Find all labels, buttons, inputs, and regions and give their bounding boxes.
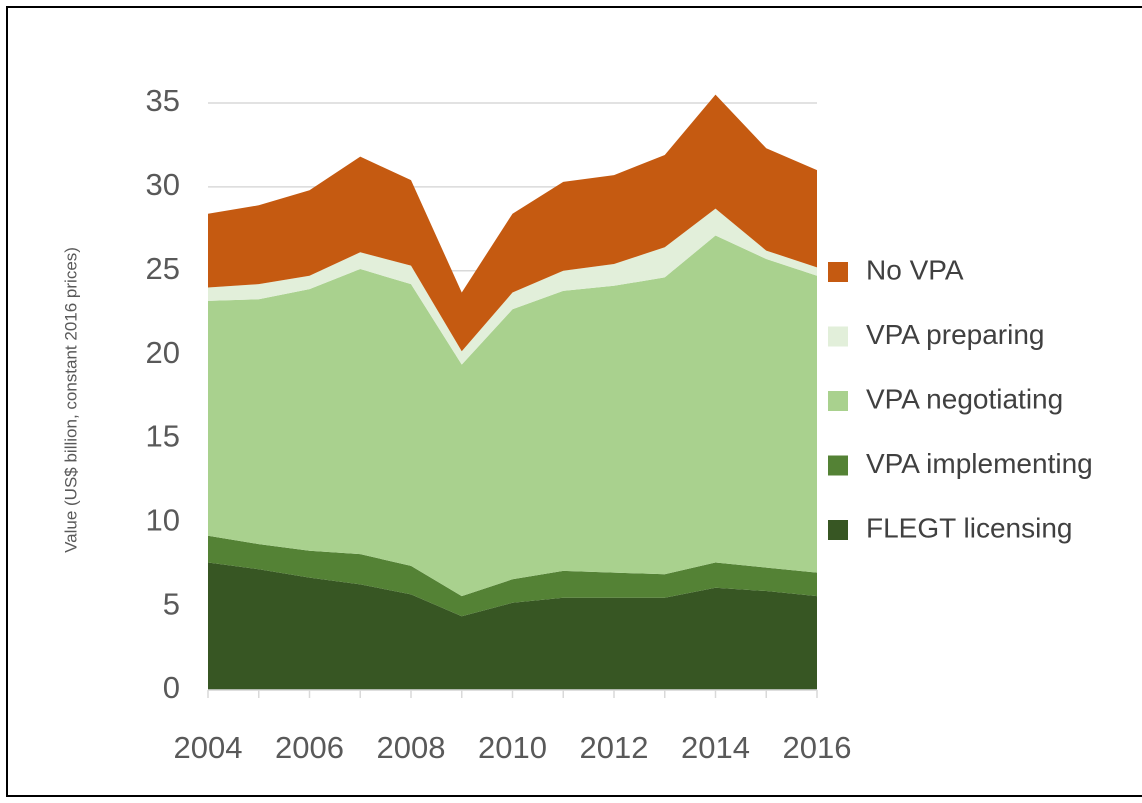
y-tick-label: 15 [146, 419, 180, 454]
area [208, 208, 817, 365]
y-tick-label: 5 [163, 586, 180, 621]
y-tick-label: 35 [146, 83, 180, 118]
x-tick-label: 2014 [681, 730, 750, 765]
legend-swatch [828, 520, 848, 540]
legend-swatch [828, 326, 848, 347]
x-tick-label: 2006 [275, 730, 344, 765]
legend-label: VPA negotiating [866, 383, 1063, 414]
area [208, 94, 817, 352]
legend-label: VPA implementing [866, 448, 1093, 479]
y-tick-label: 0 [163, 670, 180, 705]
x-tick-label: 2012 [580, 730, 649, 765]
y-tick-label: 20 [146, 335, 180, 370]
area [208, 535, 817, 617]
area [208, 562, 817, 690]
y-tick-label: 10 [146, 502, 180, 537]
y-axis-label: Value (US$ billion, constant 2016 prices… [61, 247, 80, 553]
y-tick-label: 25 [146, 251, 180, 286]
legend-label: No VPA [866, 254, 964, 285]
legend-swatch [828, 455, 848, 476]
x-tick-label: 2016 [783, 730, 852, 765]
y-tick-label: 30 [146, 167, 180, 202]
x-tick-label: 2004 [174, 730, 243, 765]
area [208, 235, 817, 597]
legend-swatch [828, 391, 848, 411]
x-tick-label: 2008 [377, 730, 446, 765]
legend-label: FLEGT licensing [866, 512, 1072, 543]
x-tick-label: 2010 [478, 730, 547, 765]
legend-label: VPA preparing [866, 319, 1045, 350]
legend-swatch [828, 262, 848, 282]
